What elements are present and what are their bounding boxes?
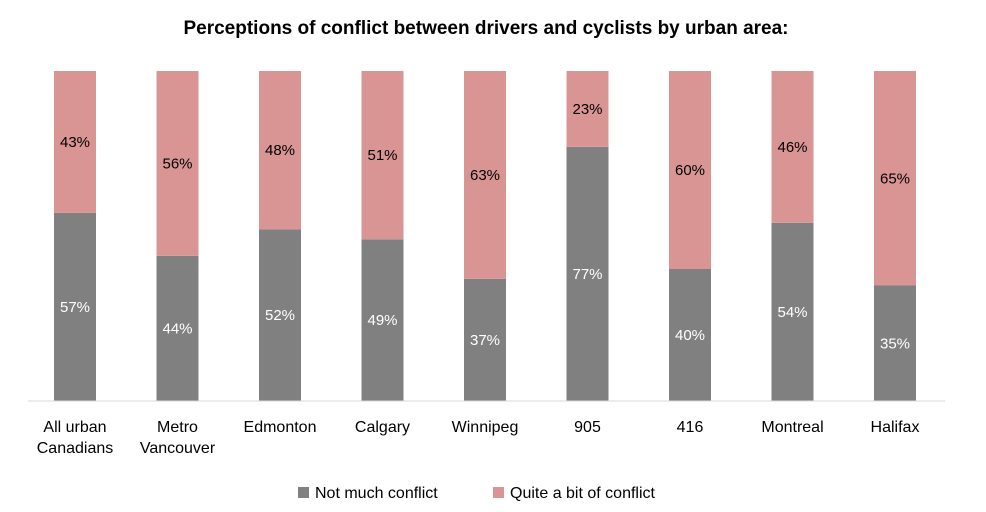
legend: Not much conflict Quite a bit of conflict xyxy=(298,485,656,502)
bar-not-much-conflict-6 xyxy=(669,269,711,401)
bar-quite-a-bit-conflict-2 xyxy=(259,71,301,230)
value-labels-group: 57% 43% 44% 56% 52% 48% 49% 51% 37% 63% 77% 23% 40% 6… xyxy=(60,101,910,352)
category-label-5: 905 xyxy=(574,419,601,436)
bar-quite-a-bit-conflict-3 xyxy=(361,71,404,240)
category-label-6: 416 xyxy=(677,419,704,436)
bar-not-much-conflict-0 xyxy=(54,212,96,401)
data-label-not-much-conflict-6: 40% xyxy=(675,327,705,344)
data-label-quite-a-bit-conflict-2: 48% xyxy=(265,142,295,159)
data-label-quite-a-bit-conflict-0: 43% xyxy=(60,134,90,151)
bar-quite-a-bit-conflict-5 xyxy=(566,71,609,147)
bar-not-much-conflict-2 xyxy=(259,229,301,401)
data-label-not-much-conflict-7: 54% xyxy=(777,304,807,321)
category-label-8: Halifax xyxy=(871,419,920,436)
bar-quite-a-bit-conflict-4 xyxy=(464,71,506,279)
category-label-1-line-1: Vancouver xyxy=(140,440,216,457)
legend-label-not-much-conflict: Not much conflict xyxy=(315,485,438,502)
category-labels-group: All urban Canadians Metro Vancouver Edmonton… xyxy=(37,419,920,457)
bar-not-much-conflict-4 xyxy=(464,278,506,401)
data-label-not-much-conflict-2: 52% xyxy=(265,307,295,324)
data-label-quite-a-bit-conflict-3: 51% xyxy=(367,147,397,164)
bar-quite-a-bit-conflict-0 xyxy=(54,71,96,213)
bar-quite-a-bit-conflict-7 xyxy=(771,71,814,223)
legend-swatch-quite-a-bit-conflict xyxy=(493,487,504,498)
bar-not-much-conflict-7 xyxy=(771,222,814,401)
bar-not-much-conflict-3 xyxy=(361,239,404,401)
data-label-quite-a-bit-conflict-5: 23% xyxy=(572,101,602,118)
data-label-not-much-conflict-8: 35% xyxy=(880,335,910,352)
data-label-quite-a-bit-conflict-8: 65% xyxy=(880,170,910,187)
data-label-quite-a-bit-conflict-1: 56% xyxy=(162,155,192,172)
data-label-quite-a-bit-conflict-4: 63% xyxy=(470,167,500,184)
category-label-0-line-1: Canadians xyxy=(37,440,114,457)
bar-quite-a-bit-conflict-6 xyxy=(669,71,711,269)
data-label-not-much-conflict-4: 37% xyxy=(470,332,500,349)
data-label-quite-a-bit-conflict-6: 60% xyxy=(675,162,705,179)
bar-not-much-conflict-1 xyxy=(156,255,199,401)
bars-group xyxy=(54,71,916,401)
data-label-quite-a-bit-conflict-7: 46% xyxy=(777,139,807,156)
bar-quite-a-bit-conflict-1 xyxy=(156,71,199,256)
category-label-0-line-0: All urban xyxy=(43,419,106,436)
chart-title: Perceptions of conflict between drivers … xyxy=(183,18,788,39)
data-label-not-much-conflict-1: 44% xyxy=(162,320,192,337)
category-label-2: Edmonton xyxy=(244,419,317,436)
bar-not-much-conflict-8 xyxy=(874,285,916,401)
category-label-3: Calgary xyxy=(355,419,410,436)
category-label-7: Montreal xyxy=(761,419,823,436)
legend-swatch-not-much-conflict xyxy=(298,487,309,498)
category-label-1-line-0: Metro xyxy=(157,419,198,436)
bar-quite-a-bit-conflict-8 xyxy=(874,71,916,286)
legend-label-quite-a-bit-conflict: Quite a bit of conflict xyxy=(510,485,656,502)
data-label-not-much-conflict-5: 77% xyxy=(572,266,602,283)
bar-not-much-conflict-5 xyxy=(566,146,609,401)
data-label-not-much-conflict-0: 57% xyxy=(60,299,90,316)
category-label-4: Winnipeg xyxy=(452,419,519,436)
data-label-not-much-conflict-3: 49% xyxy=(367,312,397,329)
